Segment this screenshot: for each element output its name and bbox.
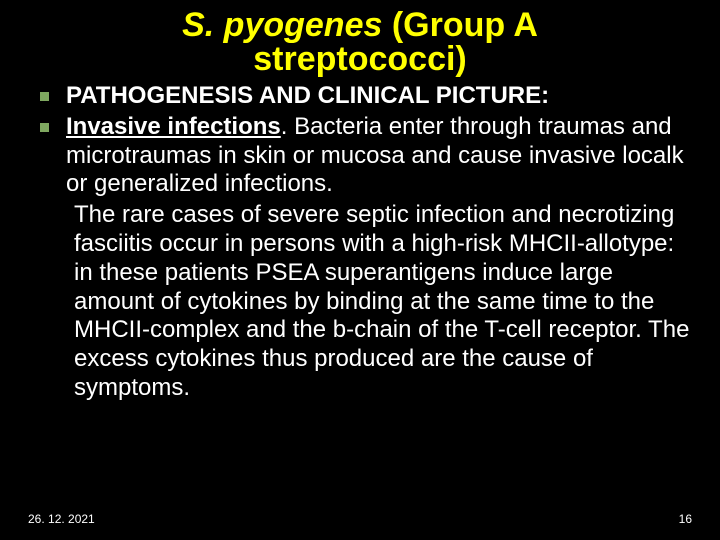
slide-container: S. pyogenes (Group A streptococci) PATHO… (0, 0, 720, 540)
bullet-2-text: Invasive infections. Bacteria enter thro… (66, 113, 690, 199)
title-rest-line1: (Group A (382, 6, 538, 44)
slide-footer: 26. 12. 2021 16 (28, 512, 692, 526)
bullet-2-lead: Invasive infections (66, 113, 281, 140)
title-line2: streptococci) (253, 40, 467, 78)
bullet-item-2: Invasive infections. Bacteria enter thro… (66, 113, 690, 403)
square-bullet-icon (40, 92, 49, 101)
bullet-item-1: PATHOGENESIS AND CLINICAL PICTURE: (66, 82, 690, 111)
bullet-2-para2: The rare cases of severe septic infectio… (66, 201, 690, 403)
footer-date: 26. 12. 2021 (28, 512, 95, 526)
slide-title: S. pyogenes (Group A streptococci) (28, 8, 692, 76)
footer-page-number: 16 (679, 512, 692, 526)
square-bullet-icon (40, 123, 49, 132)
bullet-1-text: PATHOGENESIS AND CLINICAL PICTURE: (66, 82, 690, 111)
title-italic-part: S. pyogenes (182, 6, 382, 44)
content-area: PATHOGENESIS AND CLINICAL PICTURE: Invas… (28, 82, 692, 403)
